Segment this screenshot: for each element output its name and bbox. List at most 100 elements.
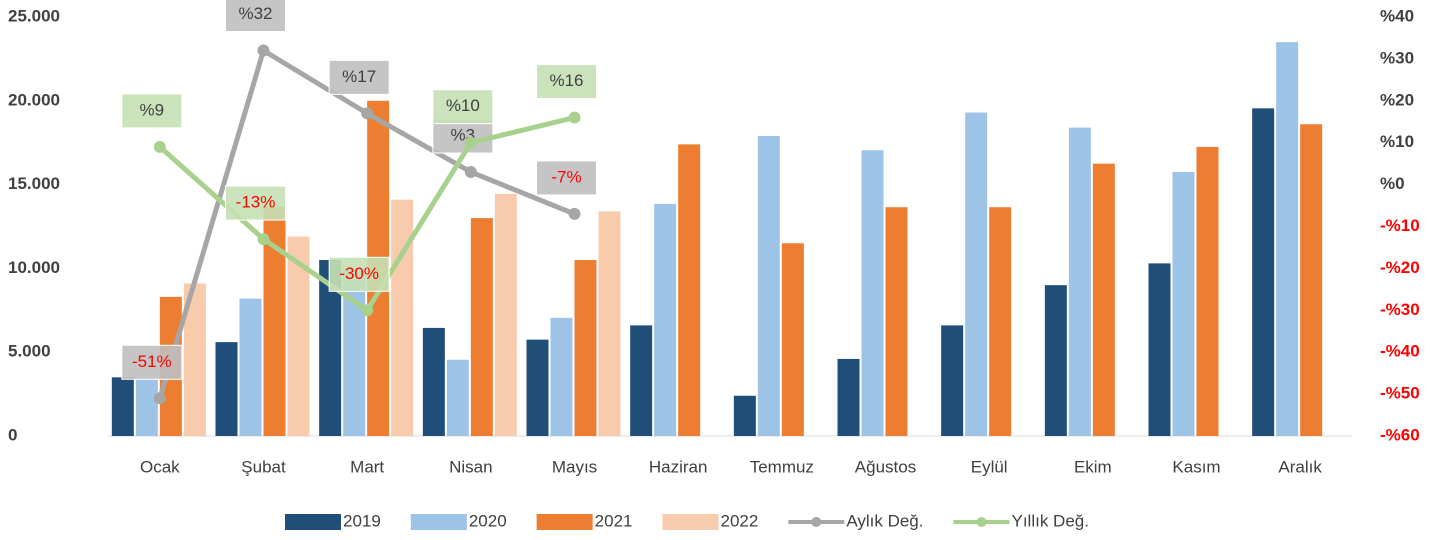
legend-swatch xyxy=(811,517,822,527)
x-tick-label: Kasım xyxy=(1172,457,1220,476)
bar xyxy=(391,199,414,436)
y-tick-label: 5.000 xyxy=(8,342,51,361)
line-point xyxy=(464,136,477,149)
legend-label: 2022 xyxy=(720,511,758,530)
line-point xyxy=(568,111,581,124)
bar xyxy=(183,283,206,436)
bar xyxy=(135,379,158,436)
line-point xyxy=(153,140,166,153)
value-label: %16 xyxy=(549,71,583,90)
x-tick-label: Aralık xyxy=(1278,457,1322,476)
legend-item: Yıllık Değ. xyxy=(953,511,1089,530)
y2-tick-label: %30 xyxy=(1380,48,1414,67)
legend-swatch xyxy=(410,514,467,530)
bar xyxy=(837,358,860,436)
y2-tick-label: %10 xyxy=(1380,132,1414,151)
legend-label: Aylık Değ. xyxy=(846,511,923,530)
bar xyxy=(941,325,964,436)
bar xyxy=(1148,263,1171,436)
bar xyxy=(1092,163,1115,436)
y2-tick-label: %0 xyxy=(1380,174,1405,193)
legend-item: 2021 xyxy=(536,511,633,530)
value-label-box xyxy=(328,59,390,95)
y-tick-label: 15.000 xyxy=(8,174,60,193)
x-tick-label: Ekim xyxy=(1074,457,1112,476)
line-point xyxy=(568,207,581,220)
bar xyxy=(678,144,701,436)
value-label: %10 xyxy=(446,96,480,115)
x-tick-label: Şubat xyxy=(241,457,286,476)
x-tick-label: Ocak xyxy=(140,457,180,476)
bar xyxy=(1044,285,1067,436)
bar xyxy=(574,260,597,436)
y2-tick-label: -%50 xyxy=(1380,384,1420,403)
line-point xyxy=(257,44,270,57)
y2-tick-label: -%20 xyxy=(1380,258,1420,277)
y-tick-label: 25.000 xyxy=(8,6,60,25)
y2-tick-label: %40 xyxy=(1380,6,1414,25)
bar xyxy=(654,203,677,436)
bar xyxy=(781,243,804,436)
bar xyxy=(1196,146,1219,436)
bar xyxy=(343,268,366,436)
value-label: -7% xyxy=(551,167,581,186)
x-tick-label: Mayıs xyxy=(552,457,597,476)
value-label: %17 xyxy=(342,67,376,86)
legend-label: 2020 xyxy=(469,511,507,530)
x-tick-label: Temmuz xyxy=(750,457,814,476)
bar xyxy=(1300,124,1323,436)
y2-tick-label: -%60 xyxy=(1380,425,1420,444)
line-point xyxy=(361,304,374,317)
legend-swatch xyxy=(285,514,341,530)
value-label: -30% xyxy=(339,264,379,283)
bar xyxy=(111,377,134,436)
bar xyxy=(1068,127,1091,436)
x-tick-label: Ağustos xyxy=(855,457,916,476)
value-label-box xyxy=(121,344,183,380)
bar xyxy=(422,327,445,436)
bar xyxy=(1172,172,1195,436)
value-label: %32 xyxy=(238,4,272,23)
value-label-box xyxy=(432,89,494,125)
bar xyxy=(733,395,756,436)
bar xyxy=(1252,108,1275,436)
line-point xyxy=(153,392,166,405)
bar xyxy=(319,260,342,436)
value-label-box xyxy=(536,160,597,196)
legend-label: Yıllık Değ. xyxy=(1011,511,1088,530)
legend-swatch xyxy=(662,514,719,530)
x-tick-label: Mart xyxy=(350,457,384,476)
y-tick-label: 10.000 xyxy=(8,258,60,277)
value-label-box xyxy=(225,0,286,33)
x-tick-label: Eylül xyxy=(971,457,1008,476)
legend-label: 2021 xyxy=(595,511,633,530)
value-label: -51% xyxy=(132,352,172,371)
x-tick-label: Haziran xyxy=(649,457,708,476)
bar xyxy=(757,135,780,436)
legend-item: 2022 xyxy=(662,511,758,530)
bar xyxy=(446,359,469,436)
line-point xyxy=(361,107,374,120)
legend-item: Aylık Değ. xyxy=(788,511,923,530)
bar xyxy=(630,325,653,436)
line-point xyxy=(257,233,270,246)
bar xyxy=(287,236,310,436)
x-tick-label: Nisan xyxy=(449,457,492,476)
y-tick-label: 20.000 xyxy=(8,90,60,109)
bar xyxy=(989,207,1012,436)
y2-tick-label: -%10 xyxy=(1380,216,1420,235)
bar xyxy=(885,207,908,436)
value-label-box xyxy=(328,256,390,292)
y2-tick-label: -%40 xyxy=(1380,342,1420,361)
y2-tick-label: -%30 xyxy=(1380,300,1420,319)
value-label: %9 xyxy=(140,100,165,119)
bar xyxy=(598,211,621,436)
bar xyxy=(861,150,884,436)
bar xyxy=(494,193,517,436)
value-label-box xyxy=(225,185,286,221)
bar xyxy=(1276,42,1299,436)
bar xyxy=(215,342,238,436)
bar xyxy=(965,112,988,437)
legend-label: 2019 xyxy=(343,511,381,530)
